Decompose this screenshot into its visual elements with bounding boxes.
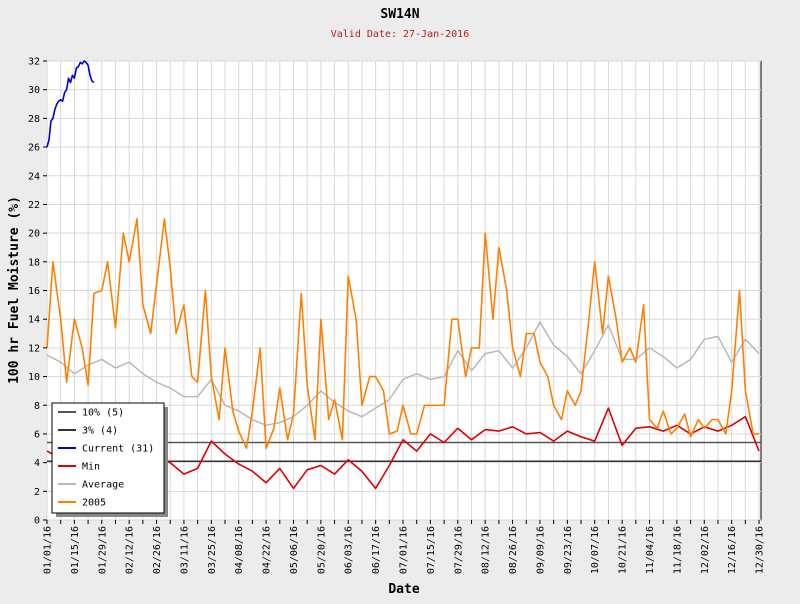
x-tick-label: 02/12/16	[125, 526, 136, 574]
x-tick-label: 11/04/16	[645, 526, 656, 574]
x-tick-label: 05/06/16	[289, 526, 300, 574]
y-tick-label: 2	[34, 487, 40, 498]
x-tick-label: 09/23/16	[563, 526, 574, 574]
y-tick-label: 28	[28, 114, 40, 125]
legend-label: Min	[82, 462, 100, 473]
x-tick-label: 08/12/16	[481, 526, 492, 574]
y-tick-label: 8	[34, 401, 40, 412]
x-tick-label: 02/26/16	[152, 526, 163, 574]
x-tick-label: 07/29/16	[453, 526, 464, 574]
x-tick-label: 04/08/16	[234, 526, 245, 574]
y-tick-label: 6	[34, 429, 40, 440]
legend-items: 10% (5) 3% (4) Current (31) Min Average 2005	[58, 408, 154, 509]
y-tick-label: 20	[28, 229, 40, 240]
x-tick-label: 03/11/16	[179, 526, 190, 574]
legend: 10% (5) 3% (4) Current (31) Min Average 2005	[51, 402, 168, 517]
x-tick-label: 04/22/16	[262, 526, 273, 574]
legend-label: 2005	[82, 498, 106, 509]
x-tick-label: 12/16/16	[727, 526, 738, 574]
y-tick-label: 30	[28, 85, 40, 96]
x-tick-label: 05/20/16	[316, 526, 327, 574]
x-tick-label: 07/01/16	[399, 526, 410, 574]
x-tick-label: 09/09/16	[535, 526, 546, 574]
chart-title: SW14N	[380, 7, 419, 22]
series-line	[46, 60, 95, 148]
series-line	[46, 218, 759, 450]
x-tick-label: 01/01/16	[43, 526, 54, 574]
x-tick-label: 03/25/16	[207, 526, 218, 574]
y-tick-label: 14	[28, 315, 40, 326]
y-tick-label: 18	[28, 257, 40, 268]
x-axis-label: Date	[388, 582, 419, 597]
x-tick-label: 10/21/16	[618, 526, 629, 574]
y-tick-label: 0	[34, 516, 40, 527]
series-line	[46, 321, 760, 427]
y-tick-label: 4	[34, 458, 40, 469]
x-tick-label: 06/03/16	[344, 526, 355, 574]
x-tick-label: 07/15/16	[426, 526, 437, 574]
y-tick-label: 16	[28, 286, 40, 297]
legend-label: Average	[82, 480, 124, 491]
x-tick-label: 01/15/16	[70, 526, 81, 574]
x-tick-label: 06/17/16	[371, 526, 382, 574]
x-tick-label: 11/18/16	[672, 526, 683, 574]
legend-label: 10% (5)	[82, 408, 124, 419]
x-tick-label: 08/26/16	[508, 526, 519, 574]
y-tick-label: 22	[28, 200, 40, 211]
y-tick-label: 10	[28, 372, 40, 383]
x-tick-label: 12/30/16	[755, 526, 766, 574]
x-tick-label: 10/07/16	[590, 526, 601, 574]
y-tick-label: 26	[28, 143, 40, 154]
y-tick-label: 24	[28, 171, 40, 182]
x-tick-label: 12/02/16	[700, 526, 711, 574]
y-axis-label: 100 hr Fuel Moisture (%)	[7, 196, 22, 384]
legend-label: Current (31)	[82, 444, 154, 455]
legend-label: 3% (4)	[82, 426, 118, 437]
legend-box	[51, 402, 165, 514]
y-tick-label: 32	[28, 57, 40, 68]
y-tick-label: 12	[28, 343, 40, 354]
chart-subtitle: Valid Date: 27-Jan-2016	[331, 29, 469, 40]
x-tick-label: 01/29/16	[97, 526, 108, 574]
